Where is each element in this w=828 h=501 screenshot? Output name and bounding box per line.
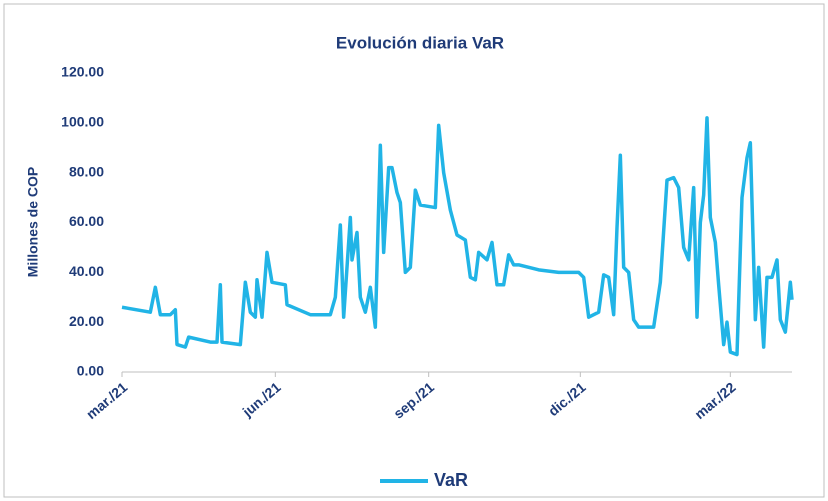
y-tick-label: 40.00	[69, 263, 104, 279]
y-axis-label: Millones de COP	[25, 167, 41, 277]
y-tick-label: 100.00	[61, 114, 104, 130]
series-line	[121, 116, 794, 357]
frame	[3, 3, 825, 498]
y-tick-label: 60.00	[69, 213, 104, 229]
chart-title: Evolución diaria VaR	[336, 33, 504, 52]
y-tick-label: 80.00	[69, 163, 104, 179]
y-tick-label: 0.00	[77, 363, 104, 379]
y-tick-label: 20.00	[69, 313, 104, 329]
legend-label: VaR	[434, 470, 468, 490]
y-tick-label: 120.00	[61, 64, 104, 80]
